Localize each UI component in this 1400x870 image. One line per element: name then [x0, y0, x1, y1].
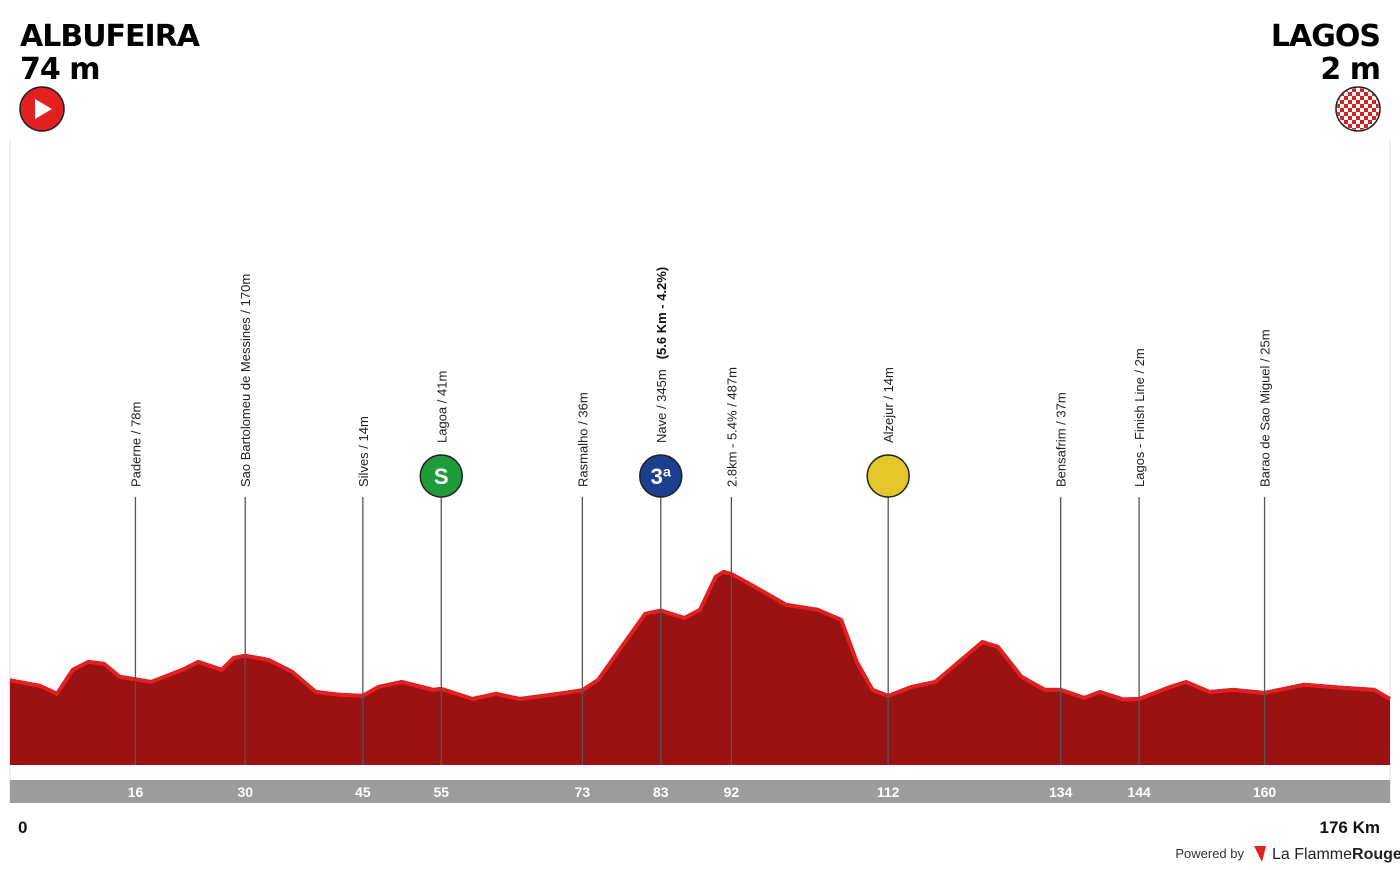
marker-icon	[866, 454, 910, 498]
marker-name: Paderne / 78m	[128, 402, 143, 487]
km-label: 73	[575, 784, 591, 800]
marker-label: Barao de Sao Miguel / 25m	[1258, 329, 1273, 487]
start-altitude: 74 m	[20, 52, 99, 87]
km-label: 112	[877, 784, 900, 800]
start-icon	[19, 86, 65, 132]
marker-label: Alzejur / 14m	[881, 367, 896, 443]
km-label: 83	[653, 784, 669, 800]
plot: 16 Paderne / 78m 30 Sao Bartolomeu de Messi…	[9, 267, 1392, 837]
marker-label: Sao Bartolomeu de Messines / 170m	[238, 274, 253, 487]
finish-name: LAGOS	[1271, 19, 1380, 54]
x-tick-label: 176 Km	[1320, 818, 1380, 837]
marker-name: Alzejur / 14m	[881, 367, 896, 443]
marker-label: Nave / 345m (5.6 Km - 4.2%)	[654, 267, 669, 443]
marker-label: Lagoa / 41m	[434, 371, 449, 443]
km-strip	[10, 780, 1390, 803]
marker-label: 2.8km - 5.4% / 487m	[724, 367, 739, 487]
marker-name: Lagos - Finish Line / 2m	[1132, 348, 1147, 487]
marker-label: Bensafrim / 37m	[1054, 392, 1069, 487]
marker-name: Sao Bartolomeu de Messines / 170m	[238, 274, 253, 487]
marker-icon	[639, 454, 683, 498]
start-name: ALBUFEIRA	[20, 19, 201, 54]
finish-altitude: 2 m	[1320, 52, 1380, 87]
x-tick-label: 0	[18, 818, 27, 837]
profile-edge	[9, 569, 1392, 702]
icon-text: S	[434, 464, 449, 489]
marker-name: Bensafrim / 37m	[1054, 392, 1069, 487]
marker-name: Silves / 14m	[356, 416, 371, 487]
finish-icon	[1335, 86, 1381, 132]
km-label: 55	[433, 784, 449, 800]
icon-text: 3ª	[651, 464, 672, 489]
marker-name: Rasmalho / 36m	[575, 392, 590, 487]
km-label: 160	[1253, 784, 1277, 800]
marker-name: Nave / 345m	[654, 369, 669, 443]
km-label: 16	[128, 784, 144, 800]
km-label: 144	[1127, 784, 1151, 800]
marker-label: Lagos - Finish Line / 2m	[1132, 348, 1147, 487]
km-label: 92	[724, 784, 740, 800]
km-label: 45	[355, 784, 371, 800]
marker-name: Lagoa / 41m	[434, 371, 449, 443]
marker-label: Paderne / 78m	[128, 402, 143, 487]
marker-detail: (5.6 Km - 4.2%)	[654, 267, 669, 359]
km-label: 134	[1049, 784, 1073, 800]
marker-name: Barao de Sao Miguel / 25m	[1258, 329, 1273, 487]
marker-name: 2.8km - 5.4% / 487m	[724, 367, 739, 487]
km-label: 30	[237, 784, 253, 800]
marker-icon	[419, 454, 463, 498]
marker-label: Silves / 14m	[356, 416, 371, 487]
brand-icon	[1254, 846, 1266, 862]
brand: La FlammeRouge	[1272, 846, 1400, 863]
profile-area	[10, 569, 1390, 765]
marker-label: Rasmalho / 36m	[575, 392, 590, 487]
powered-by: Powered by	[1175, 846, 1244, 861]
